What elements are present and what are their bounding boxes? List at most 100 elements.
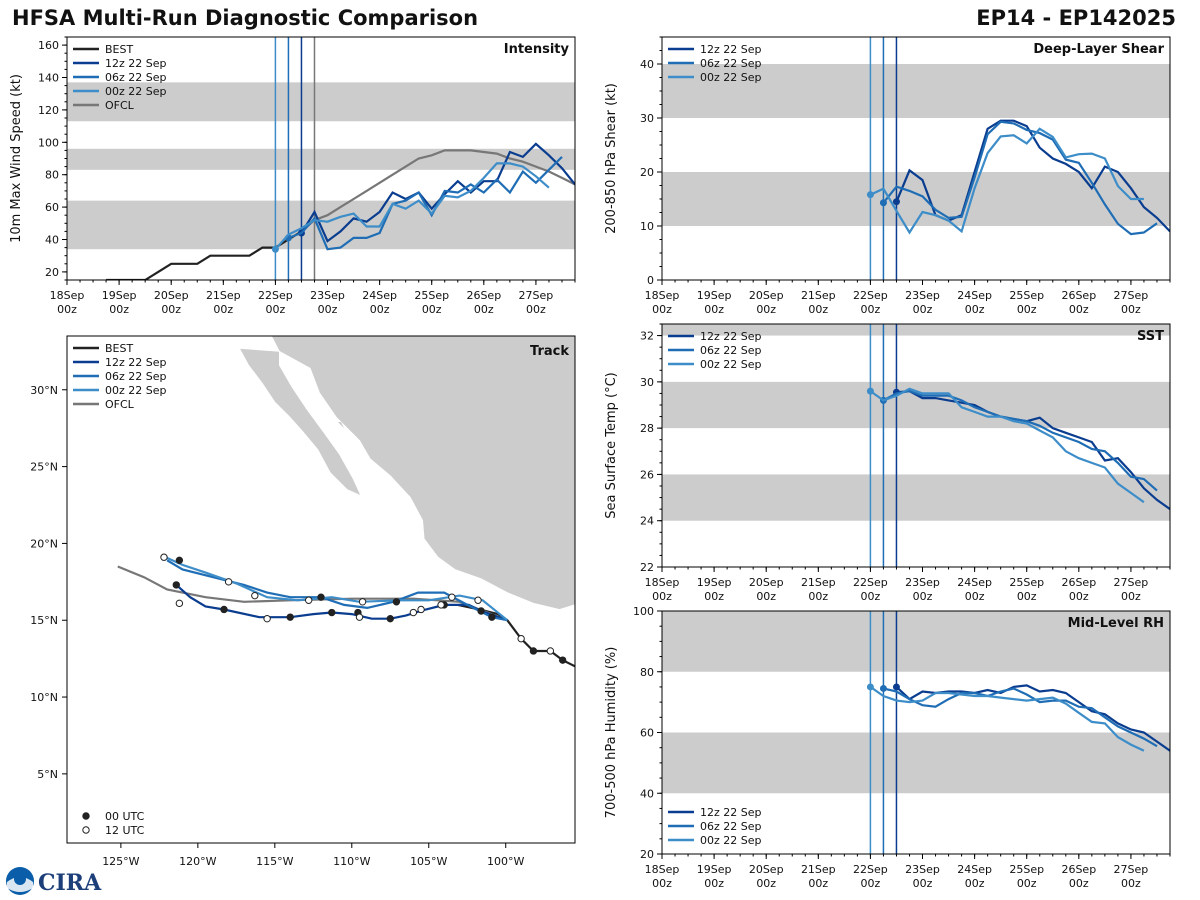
threshold-band xyxy=(67,82,575,122)
x-tick-label: 19Sep xyxy=(697,289,732,302)
series-line xyxy=(882,120,1158,236)
x-tick-label: 00z xyxy=(57,303,77,316)
x-tick-label: 26Sep xyxy=(1061,289,1096,302)
track-line xyxy=(165,556,508,622)
track-point xyxy=(358,598,367,606)
threshold-band xyxy=(662,64,1170,118)
legend-label: 00z 22 Sep xyxy=(105,384,167,397)
track-point xyxy=(409,608,418,617)
plot-area xyxy=(662,611,1170,854)
marker-legend-symbol xyxy=(82,812,90,820)
legend-label: 06z 22 Sep xyxy=(105,370,167,383)
panel-title: Intensity xyxy=(504,42,570,57)
lat-tick-label: 30°N xyxy=(30,384,58,397)
x-tick-label: 27Sep xyxy=(1114,576,1149,589)
x-tick-label: 20Sep xyxy=(154,289,189,302)
x-tick-label: 21Sep xyxy=(801,289,836,302)
x-tick-label: 19Sep xyxy=(102,289,137,302)
y-tick-label: 60 xyxy=(640,727,654,740)
x-tick-label: 00z xyxy=(1069,303,1089,316)
x-tick-label: 18Sep xyxy=(645,289,680,302)
x-tick-label: 27Sep xyxy=(519,289,554,302)
lon-tick-label: 115°W xyxy=(256,855,293,868)
y-axis-label: 200-850 hPa Shear (kt) xyxy=(604,83,619,234)
x-tick-label: 00z xyxy=(526,303,546,316)
x-tick-label: 23Sep xyxy=(310,289,345,302)
x-tick-label: 18Sep xyxy=(645,576,680,589)
lon-tick-label: 120°W xyxy=(179,855,216,868)
x-tick-label: 26Sep xyxy=(1061,576,1096,589)
track-line xyxy=(457,603,575,668)
track-point xyxy=(488,613,496,621)
legend-label: 00z 22 Sep xyxy=(105,85,167,98)
legend-label: 12z 22 Sep xyxy=(700,43,762,56)
x-tick-label: 00z xyxy=(370,303,390,316)
series-line xyxy=(869,685,1145,752)
y-tick-label: 20 xyxy=(640,166,654,179)
y-tick-label: 24 xyxy=(640,515,654,528)
init-marker xyxy=(892,198,900,206)
legend-label: OFCL xyxy=(105,99,135,112)
track-point xyxy=(317,593,325,601)
x-tick-label: 24Sep xyxy=(362,289,397,302)
marker-legend-label: 12 UTC xyxy=(105,824,145,837)
x-tick-label: 00z xyxy=(318,303,338,316)
track-point xyxy=(251,591,259,600)
track-point xyxy=(220,605,228,614)
x-tick-label: 27Sep xyxy=(1114,289,1149,302)
land-mainland xyxy=(270,336,575,610)
map-frame xyxy=(66,335,576,844)
series-line xyxy=(274,162,550,250)
map-area xyxy=(117,336,575,668)
y-tick-label: 40 xyxy=(45,234,59,247)
x-tick-label: 00z xyxy=(808,877,828,890)
x-tick-label: 00z xyxy=(1069,590,1089,603)
track-point xyxy=(474,596,482,604)
lat-tick-label: 20°N xyxy=(30,537,58,550)
x-tick-label: 26Sep xyxy=(1061,863,1096,876)
legend-label: 06z 22 Sep xyxy=(700,57,762,70)
y-tick-label: 40 xyxy=(640,787,654,800)
plot-area xyxy=(662,37,1170,280)
series-line xyxy=(288,156,563,251)
panel-title: Track xyxy=(530,344,569,359)
x-tick-label: 22Sep xyxy=(853,863,888,876)
x-tick-label: 00z xyxy=(1121,877,1141,890)
cira-text: CIRA xyxy=(38,870,102,896)
y-tick-label: 160 xyxy=(38,39,59,52)
y-tick-label: 100 xyxy=(633,605,654,618)
threshold-band xyxy=(662,381,1170,429)
x-tick-label: 00z xyxy=(1017,303,1037,316)
y-tick-label: 30 xyxy=(640,376,654,389)
track-point xyxy=(477,607,485,615)
init-marker xyxy=(879,684,887,692)
series-line xyxy=(896,389,1170,510)
panel-title: Mid-Level RH xyxy=(1068,616,1164,631)
series-line xyxy=(883,687,1158,748)
x-tick-label: 00z xyxy=(1017,590,1037,603)
legend-label: BEST xyxy=(105,342,133,355)
lon-tick-label: 125°W xyxy=(102,855,139,868)
x-tick-label: 22Sep xyxy=(853,289,888,302)
x-tick-label: 20Sep xyxy=(749,289,784,302)
y-axis-label: 700-500 hPa Humidity (%) xyxy=(604,647,619,819)
x-tick-label: 00z xyxy=(861,590,881,603)
track-point xyxy=(224,578,233,586)
threshold-band xyxy=(662,732,1170,794)
track-point xyxy=(304,596,313,604)
x-tick-label: 00z xyxy=(756,303,776,316)
x-tick-label: 25Sep xyxy=(414,289,449,302)
threshold-band xyxy=(67,148,575,170)
x-tick-label: 21Sep xyxy=(801,576,836,589)
legend-label: 12z 22 Sep xyxy=(105,356,167,369)
plot-frame xyxy=(661,323,1171,568)
x-tick-label: 18Sep xyxy=(645,863,680,876)
noaa-logo-icon: CIRA xyxy=(6,867,102,896)
series-line xyxy=(300,149,575,233)
x-tick-label: 00z xyxy=(1017,877,1037,890)
x-tick-label: 23Sep xyxy=(905,289,940,302)
storm-id: EP14 - EP142025 xyxy=(976,6,1176,30)
plot-area xyxy=(67,37,575,280)
plot-area xyxy=(662,324,1170,567)
